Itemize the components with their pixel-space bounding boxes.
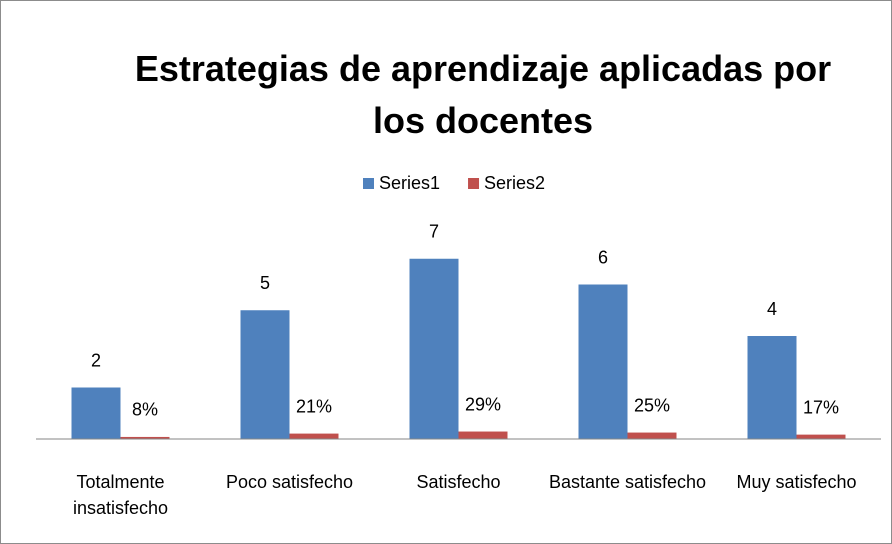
bar	[409, 258, 459, 439]
data-label: 25%	[634, 395, 670, 415]
data-label: 2	[91, 350, 101, 370]
bar	[578, 284, 628, 439]
data-label: 17%	[803, 397, 839, 417]
x-tick-label: Bastante satisfecho	[548, 472, 707, 492]
bar	[747, 336, 797, 439]
legend-label: Series1	[379, 173, 440, 193]
x-tick-label: Muy satisfecho	[736, 472, 857, 492]
data-label: 4	[767, 299, 777, 319]
data-label: 21%	[296, 396, 332, 416]
x-tick-label: Totalmente insatisfecho	[72, 472, 169, 518]
x-tick-label: Poco satisfecho	[225, 472, 354, 492]
data-label: 6	[598, 247, 608, 267]
legend-label: Series2	[484, 173, 545, 193]
chart-title: Estrategias de aprendizaje aplicadas por…	[134, 48, 832, 141]
bar	[120, 436, 170, 439]
legend-swatch	[363, 178, 374, 189]
data-label: 29%	[465, 394, 501, 414]
bar	[627, 432, 677, 439]
bar	[71, 387, 121, 439]
bar	[796, 434, 846, 439]
bar	[458, 431, 508, 439]
x-tick-label: Satisfecho	[416, 472, 501, 492]
data-label: 7	[429, 222, 439, 242]
legend-swatch	[468, 178, 480, 189]
bar	[289, 433, 339, 439]
data-label: 8%	[132, 400, 158, 420]
bar	[240, 310, 290, 439]
data-label: 5	[260, 273, 270, 293]
